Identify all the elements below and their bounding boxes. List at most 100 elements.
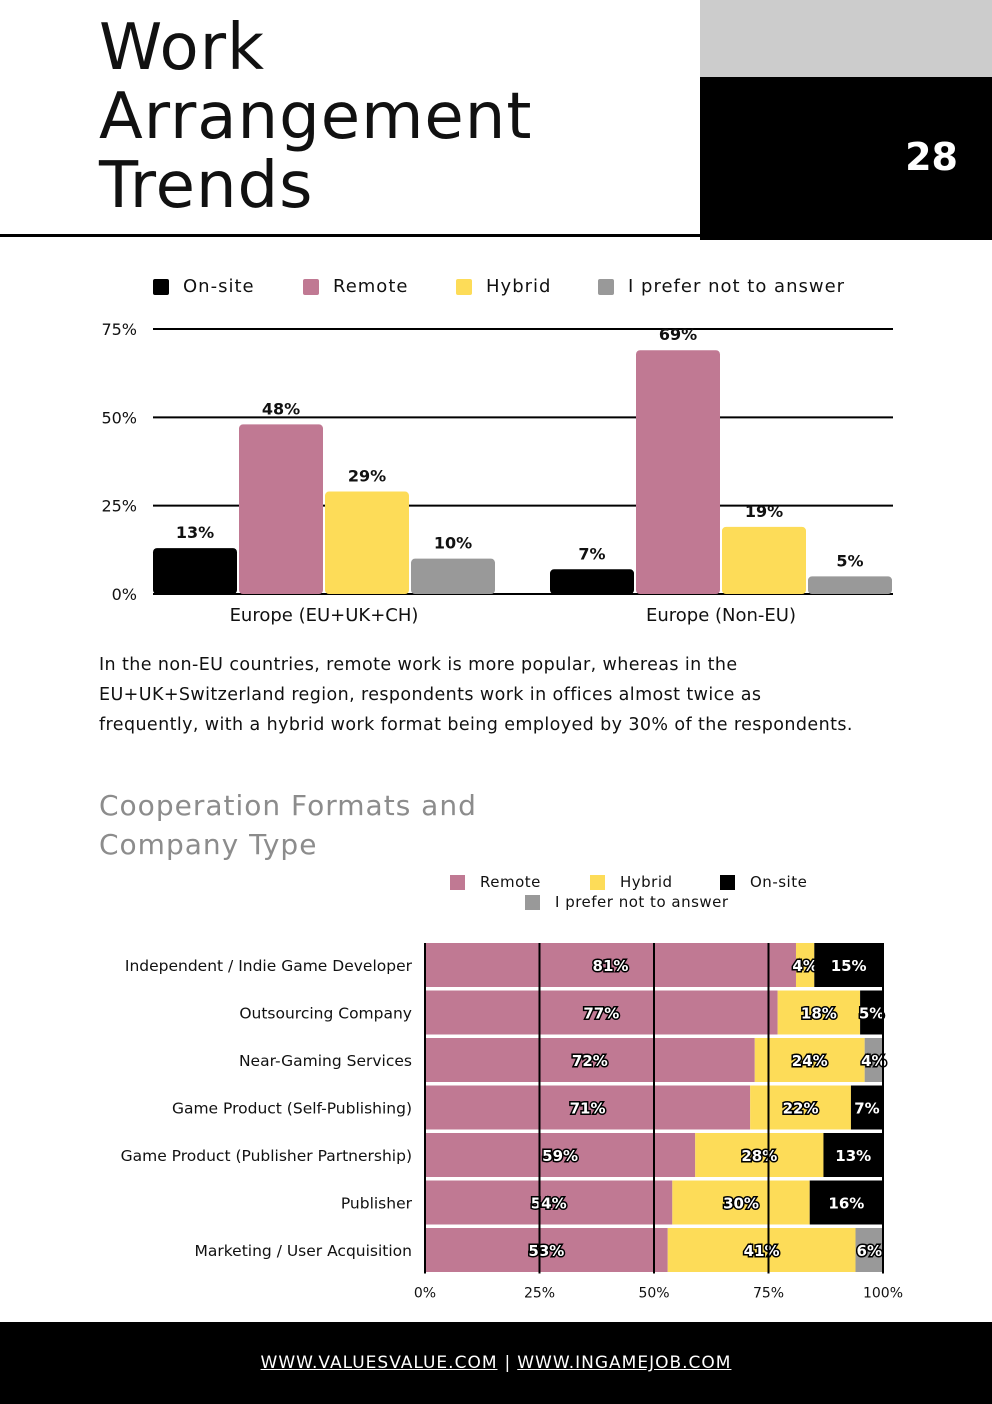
legend-label-onsite: On-site: [183, 276, 255, 297]
row-label: Independent / Indie Game Developer: [125, 957, 413, 975]
legend-item-onsite: On-site: [153, 276, 255, 297]
bar-remote-europe-eu-uk-ch: [239, 424, 323, 594]
x-tick-label: 75%: [753, 1286, 784, 1302]
legend-label-hybrid: Hybrid: [486, 276, 552, 297]
segment-hybrid-game-product-publisher-partnership: [695, 1133, 824, 1177]
legend2-swatch-onsite: [720, 874, 735, 890]
footer-link-valuesvalue[interactable]: WWW.VALUESVALUE.COM: [260, 1353, 498, 1373]
segment-value-label: 30%: [723, 1195, 759, 1213]
segment-remote-independent-indie-game-developer: [425, 943, 796, 987]
title-line-1: Work: [99, 11, 266, 85]
segment-value-label: 59%: [542, 1147, 578, 1165]
segment-remote-outsourcing-company: [425, 990, 778, 1035]
legend2-item-remote: Remote: [450, 873, 541, 891]
bar-value-label: 29%: [348, 467, 386, 486]
summary-paragraph: In the non-EU countries, remote work is …: [99, 655, 853, 735]
segment-hybrid-near-gaming-services: [754, 1038, 865, 1082]
segment-value-label: 6%: [857, 1242, 882, 1260]
segment-value-label: 15%: [831, 957, 867, 975]
segment-value-label: 54%: [531, 1195, 567, 1213]
title-line-3: Trends: [99, 149, 314, 223]
segment-on-site-game-product-self-publishing: [850, 1085, 883, 1130]
x-category-label: Europe (EU+UK+CH): [230, 605, 419, 626]
region-bar-chart: 0% 25% 50% 75% 13% 48% 29% 10% Europe (EU+UK+CH)…: [101, 320, 893, 626]
bar-i-prefer-not-to-answer-europe-eu-uk-ch: [411, 558, 495, 594]
page-number: 28: [905, 135, 958, 179]
segment-value-label: 5%: [859, 1005, 884, 1023]
bar-on-site-europe-non-eu: [550, 569, 634, 594]
segment-remote-publisher: [425, 1180, 673, 1225]
segment-hybrid-game-product-self-publishing: [750, 1085, 851, 1130]
segment-remote-game-product-publisher-partnership: [425, 1133, 696, 1177]
segment-remote-marketing-user-acquisition: [425, 1228, 668, 1272]
legend-item-hybrid: Hybrid: [456, 276, 551, 297]
bar-i-prefer-not-to-answer-europe-non-eu: [808, 576, 892, 594]
legend-swatch-prefer-not: [598, 278, 614, 295]
legend-label-remote: Remote: [333, 276, 409, 297]
segment-value-label: 72%: [572, 1052, 608, 1070]
bar-value-label: 69%: [659, 325, 697, 344]
legend2-label-hybrid: Hybrid: [620, 873, 673, 891]
row-label: Publisher: [341, 1195, 413, 1213]
legend2-label-onsite: On-site: [750, 873, 808, 891]
row-label: Outsourcing Company: [239, 1005, 412, 1023]
x-tick-label: 0%: [414, 1286, 436, 1302]
company-type-stacked-chart: Independent / Indie Game Developer 81% 4% 1…: [121, 943, 903, 1302]
header-divider: [0, 234, 700, 237]
subtitle-line-2: Company Type: [99, 828, 318, 861]
segment-value-label: 7%: [854, 1100, 879, 1118]
segment-on-site-outsourcing-company: [860, 990, 883, 1035]
segment-value-label: 13%: [835, 1147, 871, 1165]
segment-value-label: 4%: [792, 957, 817, 975]
row-label: Near-Gaming Services: [239, 1052, 412, 1070]
segment-value-label: 41%: [744, 1242, 780, 1260]
page-title: Work Arrangement Trends: [99, 14, 532, 221]
bar-value-label: 19%: [745, 502, 783, 521]
legend2-item-onsite: On-site: [720, 873, 807, 891]
footer-link-ingamejob[interactable]: WWW.INGAMEJOB.COM: [517, 1353, 732, 1373]
bar-hybrid-europe-non-eu: [722, 526, 806, 594]
segment-on-site-independent-indie-game-developer: [814, 943, 883, 987]
chart2-legend: Remote Hybrid On-site I prefer not to an…: [450, 873, 910, 917]
segment-i-prefer-not-to-answer-near-gaming-services: [864, 1038, 883, 1082]
legend-label-prefer-not: I prefer not to answer: [628, 276, 846, 297]
bar-value-label: 10%: [434, 534, 472, 553]
legend2-swatch-remote: [450, 874, 465, 890]
segment-i-prefer-not-to-answer-marketing-user-acquisition: [855, 1228, 883, 1272]
segment-value-label: 53%: [528, 1242, 564, 1260]
section-subtitle: Cooperation Formats and Company Type: [99, 786, 477, 864]
segment-on-site-game-product-publisher-partnership: [823, 1133, 883, 1177]
footer-separator: |: [504, 1353, 511, 1373]
segment-value-label: 77%: [583, 1005, 619, 1023]
segment-hybrid-publisher: [672, 1180, 810, 1225]
segment-value-label: 24%: [792, 1052, 828, 1070]
segment-on-site-publisher: [809, 1180, 883, 1225]
legend2-label-prefer-not: I prefer not to answer: [555, 893, 729, 911]
legend2-swatch-hybrid: [590, 874, 605, 890]
segment-value-label: 28%: [741, 1147, 777, 1165]
row-label: Marketing / User Acquisition: [195, 1242, 412, 1260]
segment-hybrid-marketing-user-acquisition: [667, 1228, 856, 1272]
segment-value-label: 4%: [861, 1052, 886, 1070]
x-tick-label: 50%: [638, 1286, 669, 1302]
bar-value-label: 7%: [578, 544, 605, 563]
segment-value-label: 81%: [593, 957, 629, 975]
bar-hybrid-europe-eu-uk-ch: [325, 491, 409, 594]
legend-swatch-remote: [303, 278, 319, 295]
segment-remote-near-gaming-services: [425, 1038, 755, 1082]
row-label: Game Product (Self-Publishing): [172, 1100, 412, 1118]
legend-item-prefer-not: I prefer not to answer: [598, 276, 845, 297]
subtitle-line-1: Cooperation Formats and: [99, 789, 477, 822]
legend-swatch-onsite: [153, 278, 169, 295]
segment-hybrid-independent-indie-game-developer: [795, 943, 815, 987]
bar-value-label: 13%: [176, 523, 214, 542]
legend-swatch-hybrid: [456, 278, 472, 295]
title-line-2: Arrangement: [99, 80, 533, 154]
header-black-block: 28: [700, 77, 992, 240]
row-label: Game Product (Publisher Partnership): [121, 1147, 412, 1165]
header-gray-block: [700, 0, 992, 77]
legend2-swatch-prefer-not: [525, 894, 540, 910]
x-category-label: Europe (Non-EU): [646, 605, 796, 626]
bar-value-label: 5%: [836, 551, 863, 570]
y-tick-label: 75%: [101, 320, 137, 339]
